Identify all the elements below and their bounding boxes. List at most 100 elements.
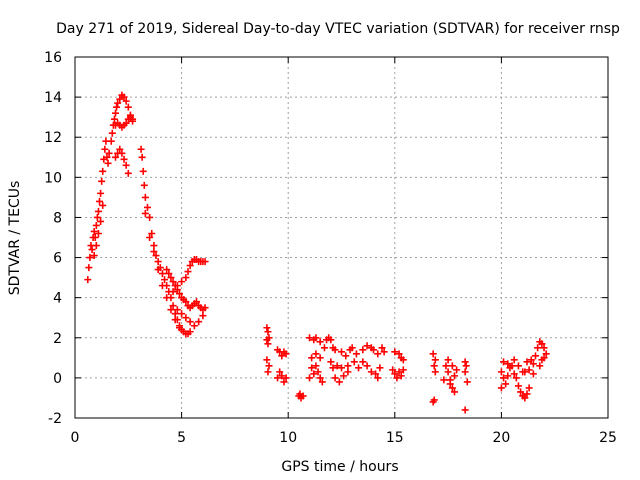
data-point-marker bbox=[90, 252, 98, 260]
data-point-marker bbox=[120, 155, 128, 163]
data-point-marker bbox=[264, 328, 272, 336]
data-point-marker bbox=[378, 344, 386, 352]
data-point-marker bbox=[393, 374, 401, 382]
data-point-marker bbox=[340, 372, 348, 380]
data-point-marker bbox=[316, 354, 324, 362]
data-point-marker bbox=[367, 368, 375, 376]
data-point-marker bbox=[391, 370, 399, 378]
data-point-marker bbox=[338, 364, 345, 372]
data-point-marker bbox=[152, 252, 160, 260]
data-point-marker bbox=[374, 374, 382, 382]
data-point-marker bbox=[450, 372, 458, 380]
data-point-marker bbox=[369, 346, 377, 354]
data-point-marker bbox=[93, 213, 101, 221]
data-point-marker bbox=[91, 234, 99, 241]
data-point-marker bbox=[96, 197, 104, 205]
data-points bbox=[84, 91, 550, 414]
data-point-marker bbox=[97, 189, 105, 197]
data-point-marker bbox=[510, 370, 518, 378]
data-point-marker bbox=[114, 99, 122, 107]
data-point-marker bbox=[139, 167, 147, 175]
data-point-marker bbox=[120, 93, 128, 101]
data-point-marker bbox=[331, 374, 339, 382]
data-point-marker bbox=[521, 368, 529, 376]
chart-title: Day 271 of 2019, Sidereal Day-to-day VTE… bbox=[56, 21, 620, 37]
data-point-marker bbox=[532, 352, 540, 360]
data-point-marker bbox=[296, 390, 304, 398]
data-point-marker bbox=[395, 350, 403, 358]
plot-frame bbox=[74, 56, 609, 419]
data-point-marker bbox=[171, 316, 179, 324]
data-point-marker bbox=[140, 181, 148, 189]
data-point-marker bbox=[391, 348, 399, 356]
data-point-marker bbox=[104, 159, 112, 167]
grid-lines bbox=[75, 57, 608, 418]
data-point-marker bbox=[154, 258, 162, 266]
y-tick-label: 6 bbox=[53, 251, 62, 267]
data-point-marker bbox=[278, 352, 286, 360]
data-point-marker bbox=[462, 362, 470, 370]
data-point-marker bbox=[84, 276, 92, 284]
data-point-marker bbox=[527, 356, 535, 364]
data-point-marker bbox=[154, 266, 162, 274]
data-point-marker bbox=[122, 119, 130, 127]
data-point-marker bbox=[440, 376, 448, 384]
data-point-marker bbox=[182, 298, 190, 306]
data-point-marker bbox=[193, 298, 201, 306]
data-point-marker bbox=[444, 356, 452, 364]
data-point-marker bbox=[195, 318, 203, 326]
data-point-marker bbox=[502, 380, 510, 388]
data-point-marker bbox=[446, 380, 454, 388]
data-point-marker bbox=[542, 350, 550, 358]
data-point-marker bbox=[186, 262, 194, 270]
data-point-marker bbox=[431, 368, 439, 376]
data-point-marker bbox=[504, 372, 512, 380]
data-point-marker bbox=[497, 384, 505, 392]
data-point-marker bbox=[99, 201, 107, 209]
data-point-marker bbox=[201, 304, 209, 312]
data-point-marker bbox=[150, 242, 158, 250]
data-point-marker bbox=[178, 310, 186, 318]
data-point-marker bbox=[348, 344, 356, 352]
data-point-marker bbox=[101, 145, 109, 153]
data-point-marker bbox=[335, 378, 343, 386]
data-point-marker bbox=[124, 103, 132, 111]
data-point-marker bbox=[169, 278, 177, 286]
data-point-marker bbox=[448, 384, 456, 392]
data-point-marker bbox=[363, 342, 371, 350]
data-point-marker bbox=[169, 288, 177, 296]
data-point-marker bbox=[112, 153, 120, 161]
data-point-marker bbox=[178, 278, 186, 286]
y-tick-label: 10 bbox=[44, 170, 62, 186]
data-point-marker bbox=[536, 362, 544, 370]
axis-ticks bbox=[74, 56, 609, 419]
data-point-marker bbox=[320, 344, 328, 352]
data-point-marker bbox=[184, 268, 192, 276]
data-point-marker bbox=[442, 362, 450, 370]
data-point-marker bbox=[397, 372, 405, 380]
data-point-marker bbox=[173, 306, 181, 314]
data-point-marker bbox=[265, 362, 273, 370]
data-point-marker bbox=[141, 193, 149, 201]
data-point-marker bbox=[161, 276, 169, 284]
data-point-marker bbox=[312, 334, 320, 342]
data-point-marker bbox=[86, 254, 94, 262]
data-point-marker bbox=[158, 282, 166, 290]
data-point-marker bbox=[540, 344, 548, 352]
data-point-marker bbox=[431, 356, 439, 364]
data-point-marker bbox=[329, 364, 337, 372]
data-point-marker bbox=[444, 368, 452, 376]
data-point-marker bbox=[112, 109, 120, 117]
data-point-marker bbox=[190, 322, 198, 330]
data-point-marker bbox=[514, 362, 522, 370]
data-point-marker bbox=[521, 394, 529, 402]
data-point-marker bbox=[523, 358, 531, 366]
data-point-marker bbox=[263, 356, 271, 364]
data-point-marker bbox=[163, 266, 171, 274]
data-point-marker bbox=[201, 258, 209, 266]
y-tick-label: 14 bbox=[44, 90, 62, 106]
data-point-marker bbox=[263, 324, 271, 332]
data-point-marker bbox=[107, 137, 115, 145]
data-point-marker bbox=[497, 368, 505, 376]
data-point-marker bbox=[116, 95, 124, 103]
